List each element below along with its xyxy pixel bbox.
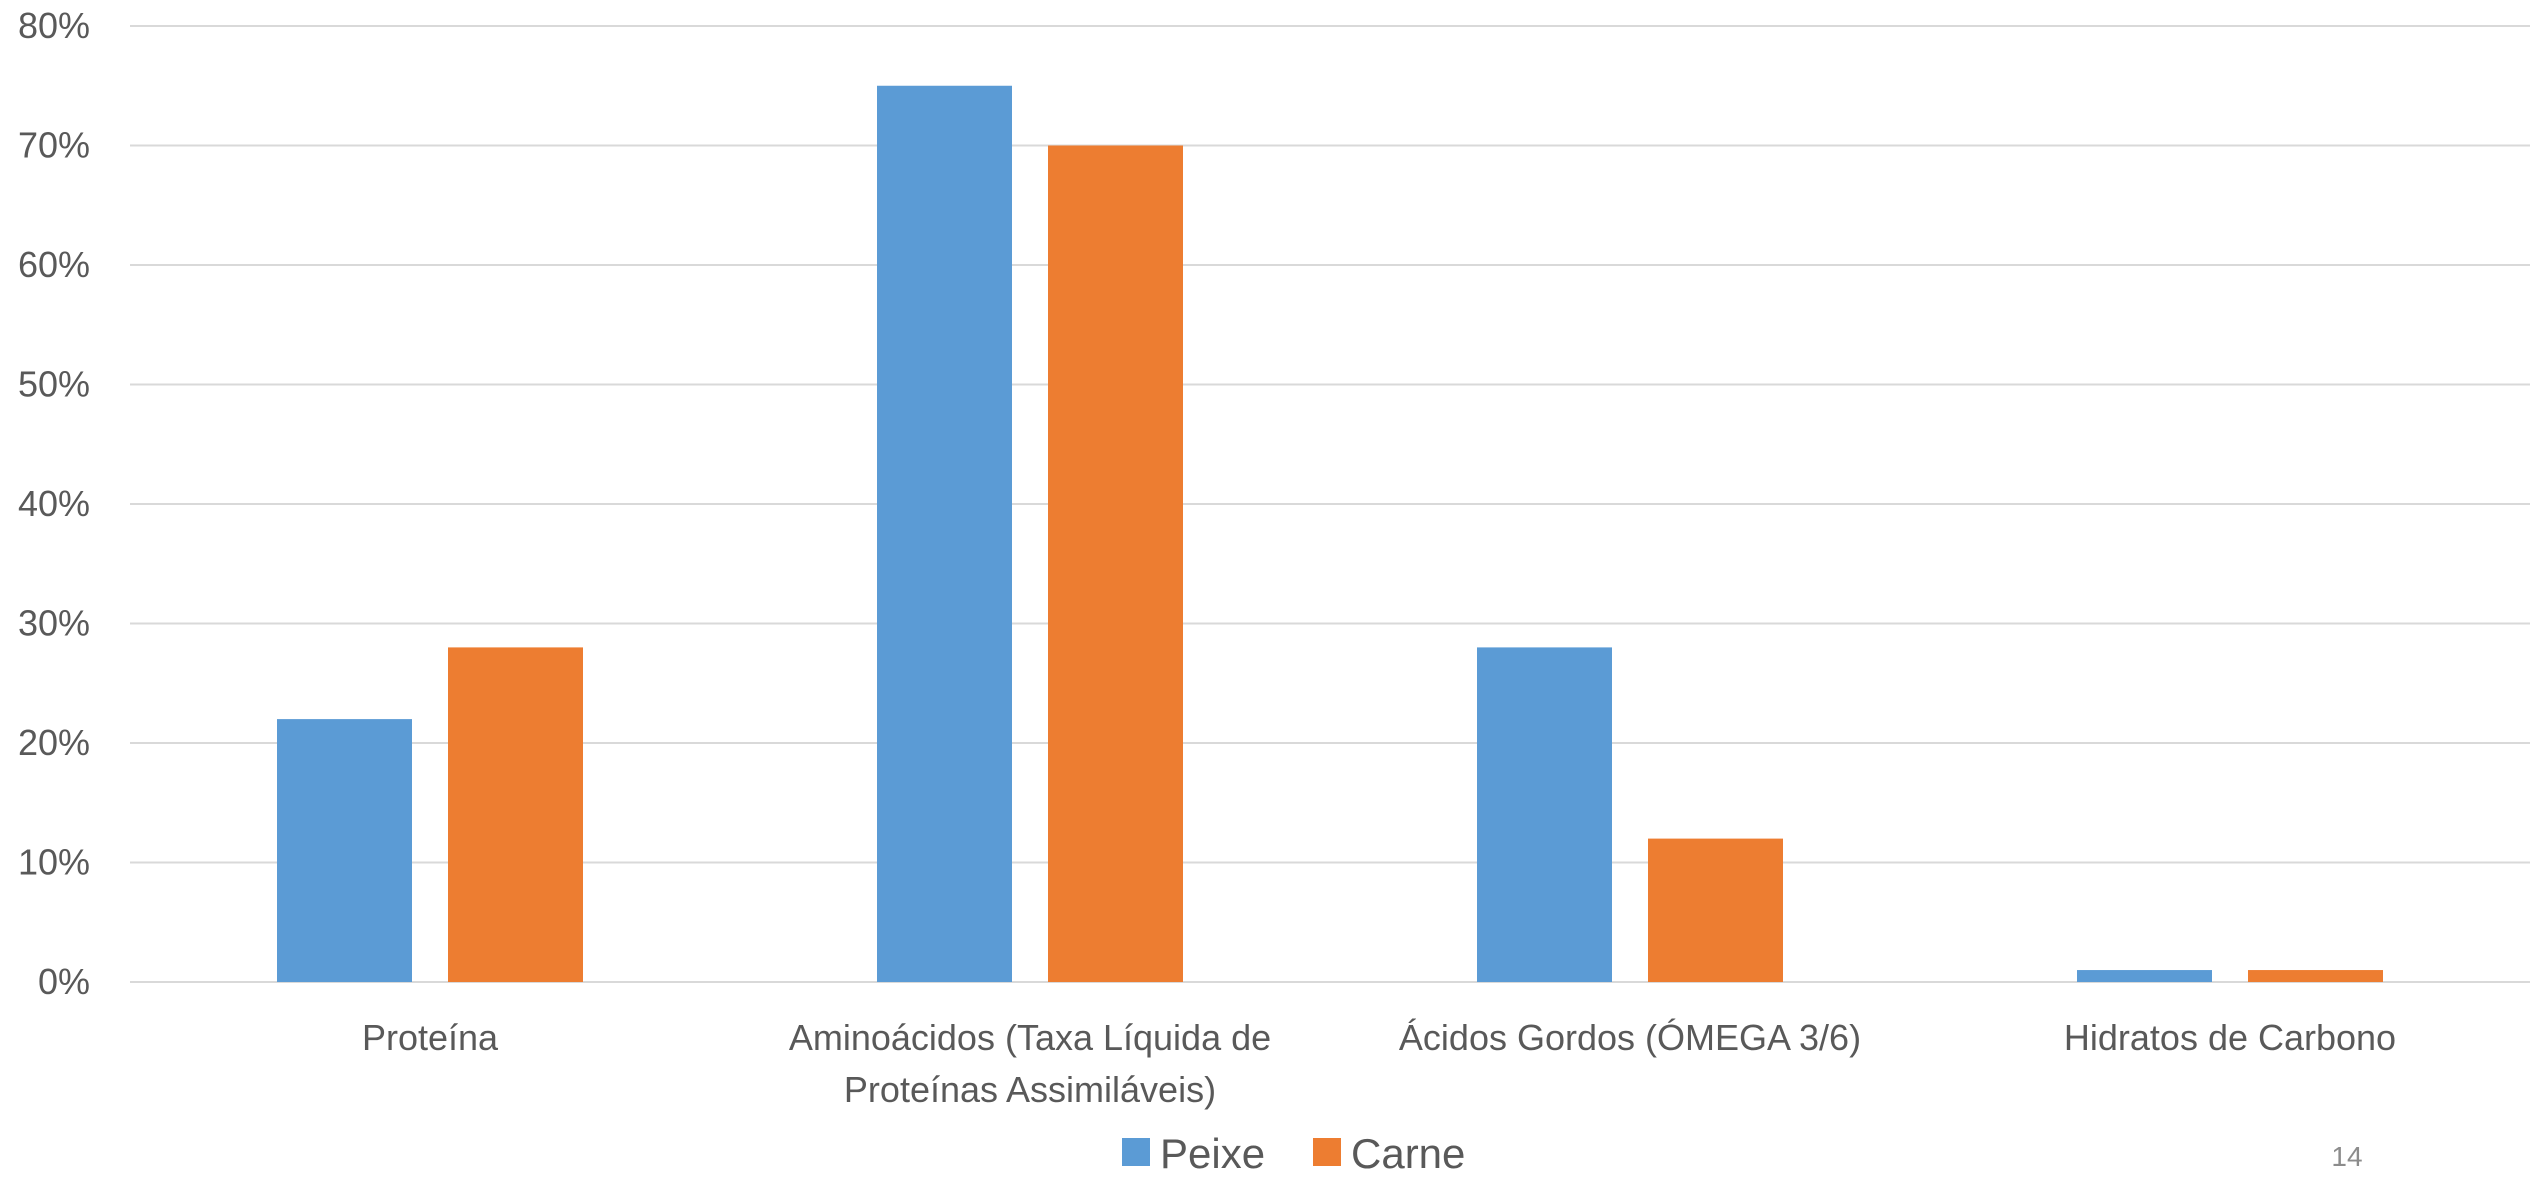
- legend-swatch-carne: [1313, 1138, 1341, 1166]
- bar-peixe-3: [2077, 970, 2212, 982]
- y-tick-label: 20%: [18, 722, 90, 763]
- y-tick-label: 70%: [18, 125, 90, 166]
- y-tick-label: 80%: [18, 5, 90, 46]
- bar-carne-1: [1048, 145, 1183, 982]
- bar-carne-3: [2248, 970, 2383, 982]
- legend-label-carne: Carne: [1351, 1130, 1465, 1177]
- y-tick-label: 60%: [18, 244, 90, 285]
- legend-swatch-peixe: [1122, 1138, 1150, 1166]
- bars: [277, 85, 2383, 982]
- y-tick-label: 0%: [38, 961, 90, 1002]
- bar-carne-0: [448, 647, 583, 982]
- page-number: 14: [2331, 1141, 2362, 1172]
- y-axis-ticks: 0% 10% 20% 30% 40% 50% 60% 70% 80%: [18, 5, 90, 1002]
- bar-peixe-0: [277, 719, 412, 982]
- bar-peixe-2: [1477, 647, 1612, 982]
- x-axis-labels: Proteína Aminoácidos (Taxa Líquida de Prot…: [362, 1017, 2396, 1110]
- x-category-label: Aminoácidos (Taxa Líquida de Proteínas As…: [789, 1017, 1271, 1110]
- x-category-label: Proteína: [362, 1017, 499, 1058]
- x-category-label: Hidratos de Carbono: [2064, 1017, 2396, 1058]
- y-tick-label: 40%: [18, 483, 90, 524]
- bar-carne-2: [1648, 838, 1783, 982]
- y-tick-label: 50%: [18, 364, 90, 405]
- legend: Peixe Carne: [1122, 1130, 1465, 1177]
- x-category-label: Ácidos Gordos (ÓMEGA 3/6): [1399, 1017, 1861, 1058]
- legend-label-peixe: Peixe: [1160, 1130, 1265, 1177]
- y-tick-label: 10%: [18, 842, 90, 883]
- bar-peixe-1: [877, 85, 1012, 982]
- y-tick-label: 30%: [18, 603, 90, 644]
